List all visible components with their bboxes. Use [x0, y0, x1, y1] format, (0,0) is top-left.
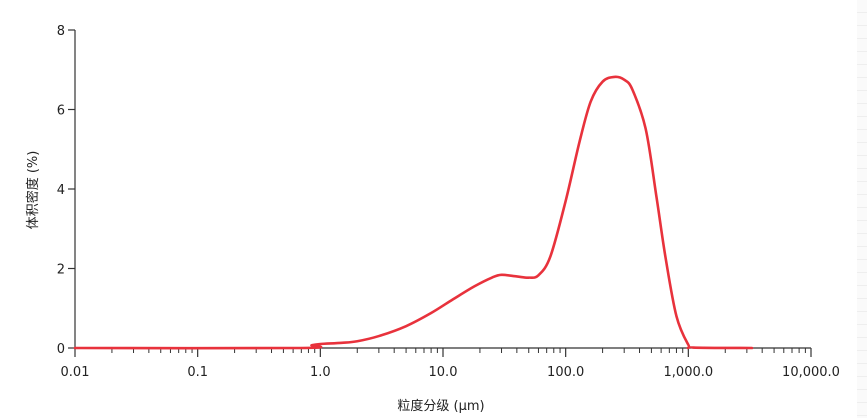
y-tick-label: 4: [57, 183, 65, 198]
y-axis-label: 体积密度 (%): [25, 151, 41, 230]
x-tick-label: 1.0: [310, 365, 331, 380]
x-tick-label: 0.1: [187, 365, 208, 380]
x-tick-label: 10,000.0: [782, 365, 840, 380]
x-axis: 0.01 0.1 1.0 10.0 100.0 1,000.0 10,000.0: [61, 347, 840, 380]
series-line: [73, 75, 754, 350]
y-tick-label: 8: [57, 24, 65, 39]
y-tick-label: 0: [57, 342, 65, 357]
edge-strip: [857, 0, 867, 418]
x-tick-label: 100.0: [547, 365, 584, 380]
x-tick-label: 10.0: [429, 365, 458, 380]
y-tick-label: 6: [57, 104, 65, 119]
y-axis: 0 2 4 6 8: [57, 24, 76, 357]
y-tick-label: 2: [57, 263, 65, 278]
x-tick-label: 1,000.0: [664, 365, 714, 380]
x-axis-label: 粒度分级 (μm): [397, 398, 484, 414]
x-tick-label: 0.01: [61, 365, 90, 380]
